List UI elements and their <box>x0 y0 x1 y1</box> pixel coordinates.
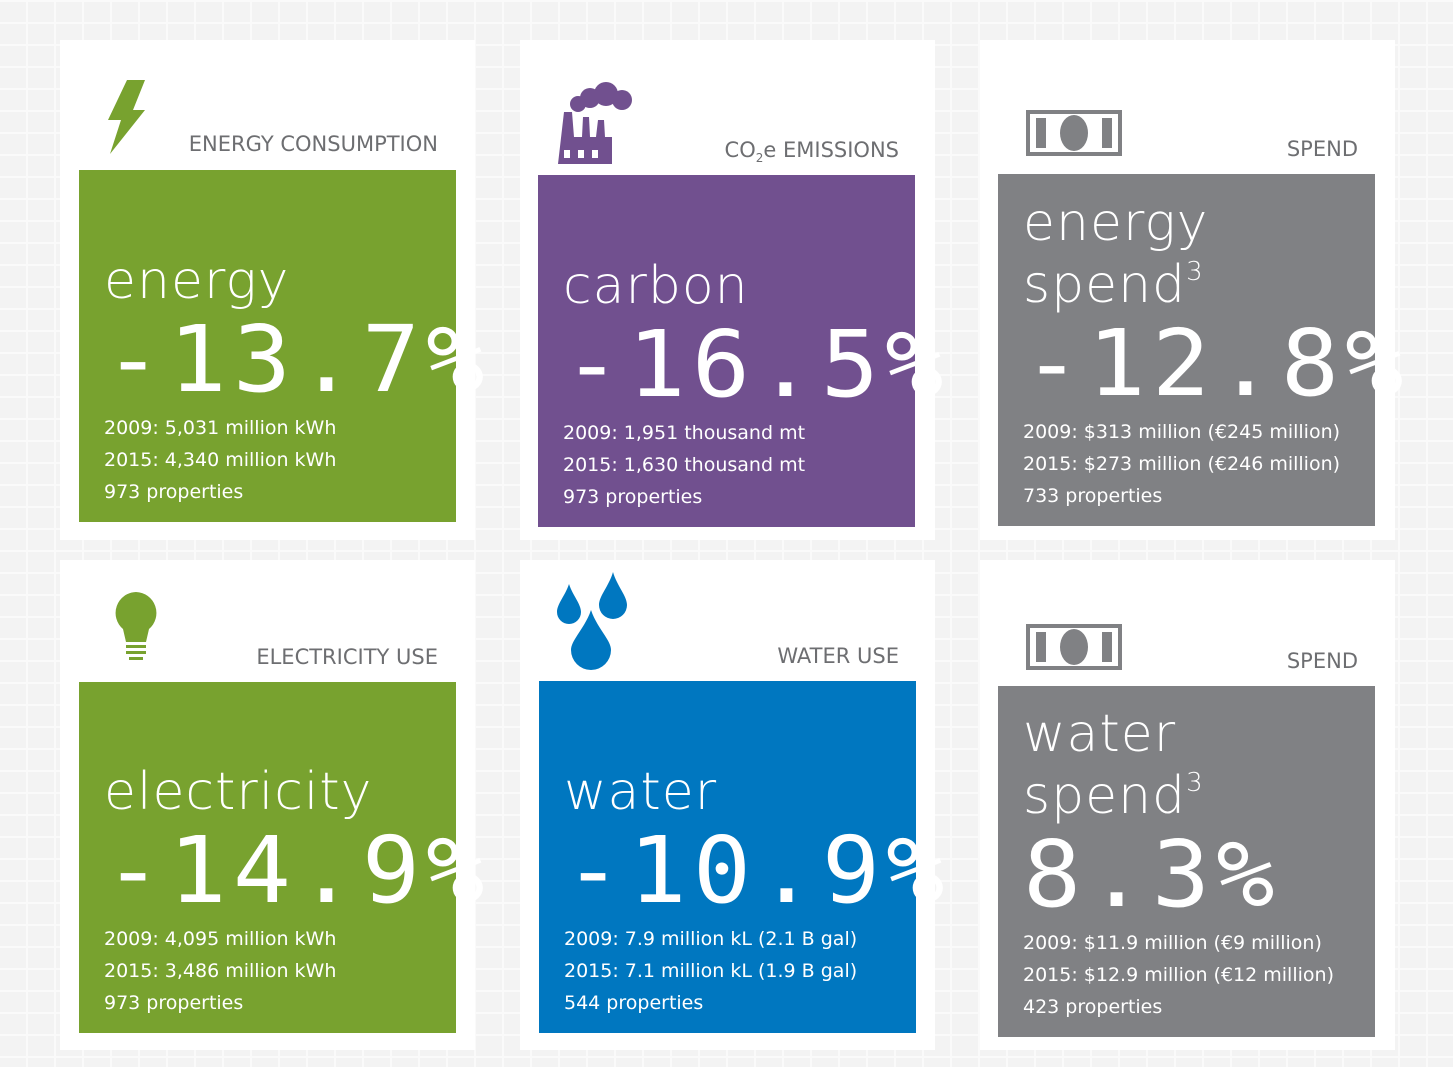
card-value: -13.7% <box>104 306 491 413</box>
stat-card: water -10.9% 2009: 7.9 million kL (2.1 B g… <box>539 681 951 1033</box>
card-value: -10.9% <box>564 817 951 924</box>
card-detail: 2009: 1,951 thousand mt <box>563 422 806 444</box>
card-title: spend3 <box>1023 766 1204 826</box>
card-detail: 2015: $273 million (€246 million) <box>1023 453 1341 475</box>
card-label: SPEND <box>1286 649 1358 673</box>
bulb-icon <box>115 592 157 660</box>
card-title: carbon <box>563 256 749 316</box>
stat-card: carbon -16.5% 2009: 1,951 thousand mt 2015:… <box>538 175 950 527</box>
card-title: energy <box>104 251 290 311</box>
card-detail: 423 properties <box>1023 996 1163 1018</box>
card-value: 8.3% <box>1023 821 1281 928</box>
card-detail: 2009: 7.9 million kL (2.1 B gal) <box>564 928 858 950</box>
card-detail: 544 properties <box>564 992 704 1014</box>
card-detail: 2015: 3,486 million kWh <box>104 960 337 982</box>
label-part: CO <box>724 138 756 162</box>
card-value: -16.5% <box>563 311 950 418</box>
factory-icon <box>558 82 632 164</box>
label-subscript: 2 <box>755 151 764 166</box>
stat-card: energy -13.7% 2009: 5,031 million kWh 2015:… <box>79 170 491 522</box>
drops-icon <box>557 572 627 670</box>
card-detail: 973 properties <box>104 992 244 1014</box>
card-label: WATER USE <box>777 644 899 668</box>
footnote-mark: 3 <box>1186 768 1204 798</box>
card-label: ENERGY CONSUMPTION <box>188 132 438 156</box>
card-title: energy <box>1023 193 1209 253</box>
card-detail: 2009: 5,031 million kWh <box>104 417 337 439</box>
stat-card: electricity -14.9% 2009: 4,095 million kWh… <box>79 682 491 1033</box>
footnote-mark: 3 <box>1186 257 1204 287</box>
card-detail: 2015: 4,340 million kWh <box>104 449 337 471</box>
card-detail: 973 properties <box>563 486 703 508</box>
card-detail: 2009: $313 million (€245 million) <box>1023 421 1341 443</box>
card-value: -12.8% <box>1023 310 1410 417</box>
label-part: e EMISSIONS <box>763 138 899 162</box>
stat-card: energy spend3 -12.8% 2009: $313 million (€2… <box>998 174 1410 526</box>
card-title: electricity <box>104 762 373 822</box>
money-icon <box>1026 110 1122 156</box>
card-title: water <box>1023 704 1177 764</box>
card-detail: 2015: 1,630 thousand mt <box>563 454 806 476</box>
card-label: SPEND <box>1286 137 1358 161</box>
card-detail: 733 properties <box>1023 485 1163 507</box>
stat-card: water spend3 8.3% 2009: $11.9 million (€9 m… <box>998 686 1375 1037</box>
card-title: spend3 <box>1023 255 1204 315</box>
card-detail: 2015: $12.9 million (€12 million) <box>1023 964 1334 986</box>
money-icon <box>1026 624 1122 670</box>
bolt-icon <box>108 80 145 154</box>
card-title: water <box>564 762 718 822</box>
card-label: ELECTRICITY USE <box>256 645 438 669</box>
card-detail: 2015: 7.1 million kL (1.9 B gal) <box>564 960 858 982</box>
card-detail: 973 properties <box>104 481 244 503</box>
card-value: -14.9% <box>104 817 491 924</box>
card-detail: 2009: $11.9 million (€9 million) <box>1023 932 1322 954</box>
card-detail: 2009: 4,095 million kWh <box>104 928 337 950</box>
card-label: CO2e EMISSIONS <box>725 138 899 165</box>
